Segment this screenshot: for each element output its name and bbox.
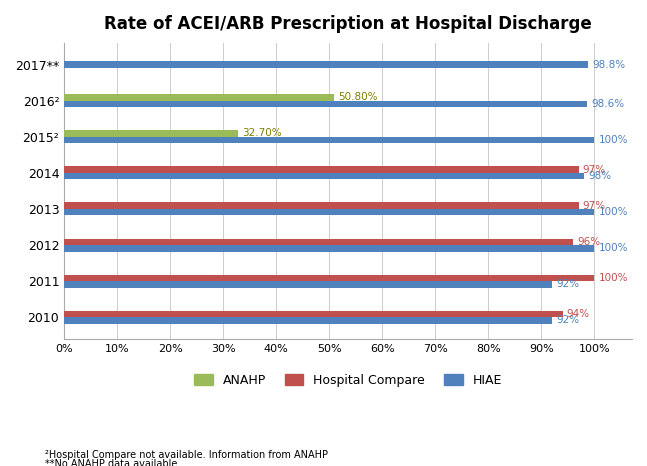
Bar (64, 274, 595, 281)
Text: 100%: 100% (598, 243, 628, 254)
Text: 98%: 98% (588, 171, 611, 181)
Bar (64, 209, 595, 215)
Bar (64, 166, 578, 173)
Bar (64, 202, 578, 209)
Text: 100%: 100% (598, 135, 628, 145)
Text: 100%: 100% (598, 273, 628, 283)
Bar (64, 130, 237, 137)
Text: 97%: 97% (583, 164, 606, 175)
Bar (64, 239, 573, 245)
Bar (64, 317, 552, 324)
Text: 98.8%: 98.8% (592, 60, 626, 69)
Bar (64, 311, 563, 317)
Text: 98.6%: 98.6% (591, 99, 624, 109)
Text: **No ANAHP data available: **No ANAHP data available (45, 459, 178, 466)
Text: 32.70%: 32.70% (242, 129, 281, 138)
Text: 100%: 100% (598, 207, 628, 217)
Bar (64, 137, 595, 143)
Text: ²Hospital Compare not available. Information from ANAHP: ²Hospital Compare not available. Informa… (45, 450, 328, 459)
Text: 92%: 92% (556, 280, 579, 289)
Bar (64, 173, 584, 179)
Bar (64, 245, 595, 252)
Text: 94%: 94% (567, 309, 590, 319)
Text: 96%: 96% (578, 237, 600, 247)
Bar (64, 101, 587, 107)
Text: 97%: 97% (583, 201, 606, 211)
Bar (64, 62, 588, 68)
Title: Rate of ACEI/ARB Prescription at Hospital Discharge: Rate of ACEI/ARB Prescription at Hospita… (104, 15, 592, 33)
Bar (64, 94, 333, 101)
Bar (64, 281, 552, 288)
Text: 50.80%: 50.80% (338, 92, 377, 103)
Legend: ANAHP, Hospital Compare, HIAE: ANAHP, Hospital Compare, HIAE (189, 369, 507, 392)
Text: 92%: 92% (556, 315, 579, 325)
